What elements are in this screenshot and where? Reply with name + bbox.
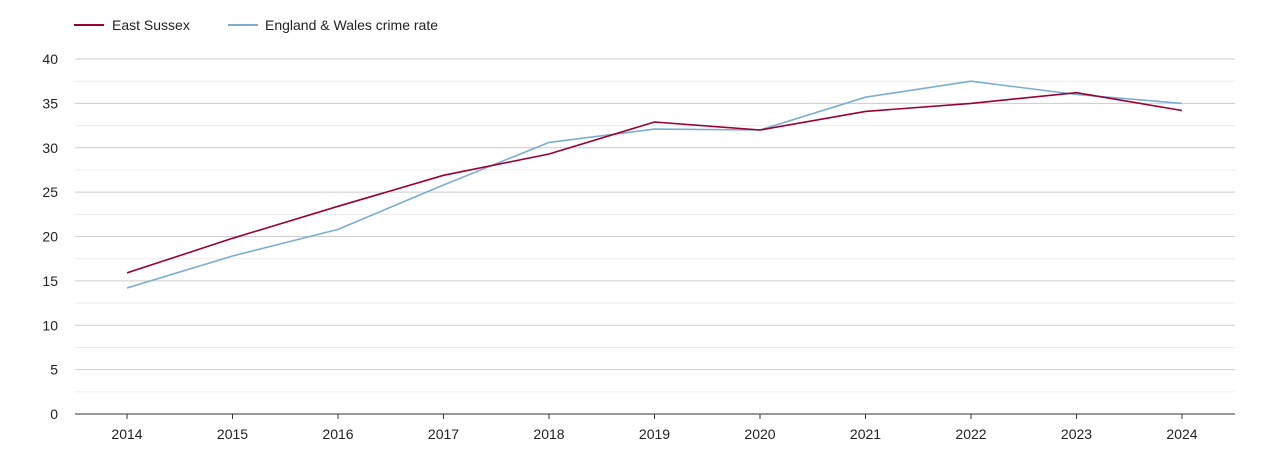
y-tick-label: 25 [42,184,58,200]
y-tick-label: 20 [42,229,58,245]
x-tick-label: 2022 [955,426,986,442]
grid-lines [75,58,1235,393]
series-line-1 [126,80,1183,289]
x-tick-label: 2016 [322,426,353,442]
x-tick-label: 2021 [850,426,881,442]
y-tick-label: 10 [42,317,58,333]
x-tick-label: 2019 [639,426,670,442]
x-tick-label: 2015 [217,426,248,442]
y-tick-label: 15 [42,273,58,289]
x-axis: 2014 2015 2016 2017 2018 2019 2020 2021 2022 2023… [75,413,1235,442]
legend-label: England & Wales crime rate [265,17,438,33]
legend-label: East Sussex [112,17,190,33]
y-tick-label: 40 [42,51,58,67]
x-tick-label: 2017 [428,426,459,442]
x-tick-label: 2018 [533,426,564,442]
y-tick-label: 35 [42,95,58,111]
x-tick-label: 2024 [1166,426,1197,442]
x-tick-label: 2020 [744,426,775,442]
x-tick-label: 2014 [111,426,142,442]
series-lines [126,80,1183,289]
y-tick-label: 30 [42,140,58,156]
legend: East Sussex England & Wales crime rate [74,17,438,33]
x-tick-label: 2023 [1061,426,1092,442]
y-axis-ticks: 0 5 10 15 20 25 30 35 40 [42,51,58,422]
y-tick-label: 5 [50,362,58,378]
series-line-0 [126,91,1183,274]
y-tick-label: 0 [50,406,58,422]
